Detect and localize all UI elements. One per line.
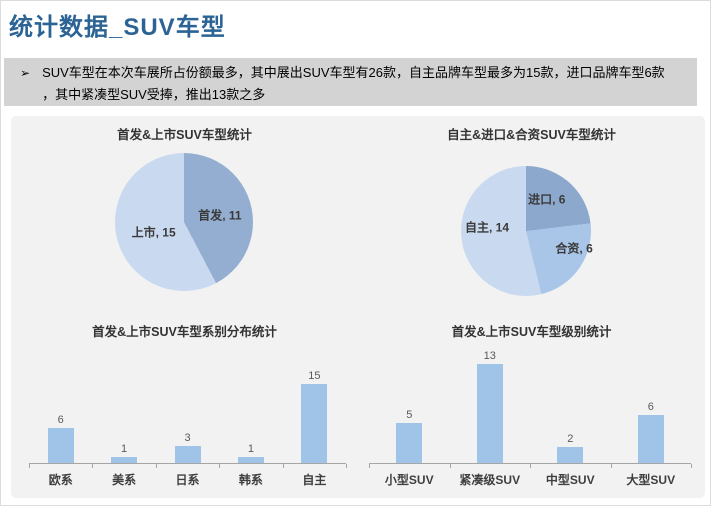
pie-slice-label: 自主, 14 bbox=[464, 220, 510, 235]
bar-category-label: 中型SUV bbox=[530, 464, 611, 493]
summary-banner: ➢ SUV车型在本次车展所占份额最多，其中展出SUV车型有26款，自主品牌车型最… bbox=[4, 58, 697, 106]
bar-value-label: 1 bbox=[247, 443, 254, 456]
bar-value-label: 6 bbox=[647, 400, 654, 413]
bar-category-label: 韩系 bbox=[219, 464, 285, 493]
bar bbox=[237, 457, 264, 463]
pie-slice-label: 首发, 11 bbox=[198, 208, 242, 223]
bar-column: 2 bbox=[530, 350, 611, 463]
bars-row: 5 13 2 6 bbox=[369, 350, 691, 463]
bullet-arrow-icon: ➢ bbox=[20, 66, 31, 80]
bar-value-label: 5 bbox=[406, 408, 413, 421]
chart-title: 首发&上市SUV车型统计 bbox=[117, 128, 252, 142]
bar-category-label: 欧系 bbox=[29, 464, 94, 493]
pie: 首发, 11 上市, 15 bbox=[115, 153, 253, 291]
page-title: 统计数据_SUV车型 bbox=[9, 14, 226, 41]
bar-chart-size-class: 首发&上市SUV车型级别统计 5 13 2 6 小型SUV 紧凑级SUV 中型SUV 大型SUV bbox=[358, 307, 705, 498]
pie-slice-label: 合资, 6 bbox=[555, 241, 593, 256]
bar bbox=[47, 428, 74, 463]
bar bbox=[174, 445, 201, 463]
charts-panel: 首发&上市SUV车型统计首发, 11 上市, 15 自主&进口&合资SUV车型统计… bbox=[11, 116, 705, 498]
category-axis: 小型SUV 紧凑级SUV 中型SUV 大型SUV bbox=[369, 463, 692, 493]
summary-text: SUV车型在本次车展所占份额最多，其中展出SUV车型有26款，自主品牌车型最多为… bbox=[42, 62, 665, 106]
bar-value-label: 6 bbox=[57, 414, 64, 427]
bar-column: 13 bbox=[450, 350, 531, 463]
bar-column: 5 bbox=[369, 350, 450, 463]
bar bbox=[301, 384, 328, 463]
bar-category-label: 日系 bbox=[156, 464, 221, 493]
pie-chart-first-launch-vs-listed: 首发&上市SUV车型统计首发, 11 上市, 15 bbox=[11, 116, 358, 307]
bars-row: 6 1 3 1 15 bbox=[29, 370, 346, 463]
summary-line-2: ，其中紧凑型SUV受捧，推出13款之多 bbox=[42, 87, 266, 102]
bar-category-label: 美系 bbox=[92, 464, 158, 493]
bar-value-label: 2 bbox=[567, 432, 574, 445]
bar-category-label: 大型SUV bbox=[611, 464, 692, 493]
bar-value-label: 3 bbox=[184, 431, 191, 444]
pie: 进口, 6 合资, 6 自主, 14 bbox=[461, 166, 593, 296]
category-axis: 欧系 美系 日系 韩系 自主 bbox=[29, 463, 348, 493]
pie-slice-label: 上市, 15 bbox=[131, 225, 176, 240]
bar-column: 6 bbox=[611, 350, 692, 463]
bar bbox=[637, 414, 664, 463]
bar bbox=[476, 364, 503, 463]
bar-value-label: 13 bbox=[483, 350, 496, 362]
bar bbox=[111, 457, 138, 463]
chart-title: 自主&进口&合资SUV车型统计 bbox=[447, 128, 616, 142]
bar-column: 15 bbox=[283, 370, 346, 463]
summary-line-1: SUV车型在本次车展所占份额最多，其中展出SUV车型有26款，自主品牌车型最多为… bbox=[42, 65, 665, 80]
plot-area: 6 1 3 1 15 bbox=[29, 370, 346, 463]
pie-chart-domestic-import-jv: 自主&进口&合资SUV车型统计进口, 6 合资, 6 自主, 14 bbox=[358, 116, 705, 307]
bar-column: 6 bbox=[29, 370, 92, 463]
bar bbox=[396, 422, 423, 463]
bar-category-label: 紧凑级SUV bbox=[450, 464, 531, 493]
bar-column: 1 bbox=[219, 370, 282, 463]
plot-area: 5 13 2 6 bbox=[369, 350, 691, 463]
bar-column: 1 bbox=[92, 370, 155, 463]
chart-title: 首发&上市SUV车型级别统计 bbox=[451, 325, 612, 339]
bar bbox=[557, 446, 584, 463]
bar-value-label: 15 bbox=[308, 370, 321, 382]
bar-chart-series-distribution: 首发&上市SUV车型系别分布统计 6 1 3 1 15 欧系 美系 日系 韩系 自主 bbox=[11, 307, 358, 498]
bar-value-label: 1 bbox=[121, 443, 128, 456]
pie-slice-label: 进口, 6 bbox=[528, 192, 566, 206]
chart-title: 首发&上市SUV车型系别分布统计 bbox=[92, 325, 277, 339]
bar-category-label: 小型SUV bbox=[369, 464, 450, 493]
bar-category-label: 自主 bbox=[283, 464, 348, 493]
bar-column: 3 bbox=[156, 370, 219, 463]
